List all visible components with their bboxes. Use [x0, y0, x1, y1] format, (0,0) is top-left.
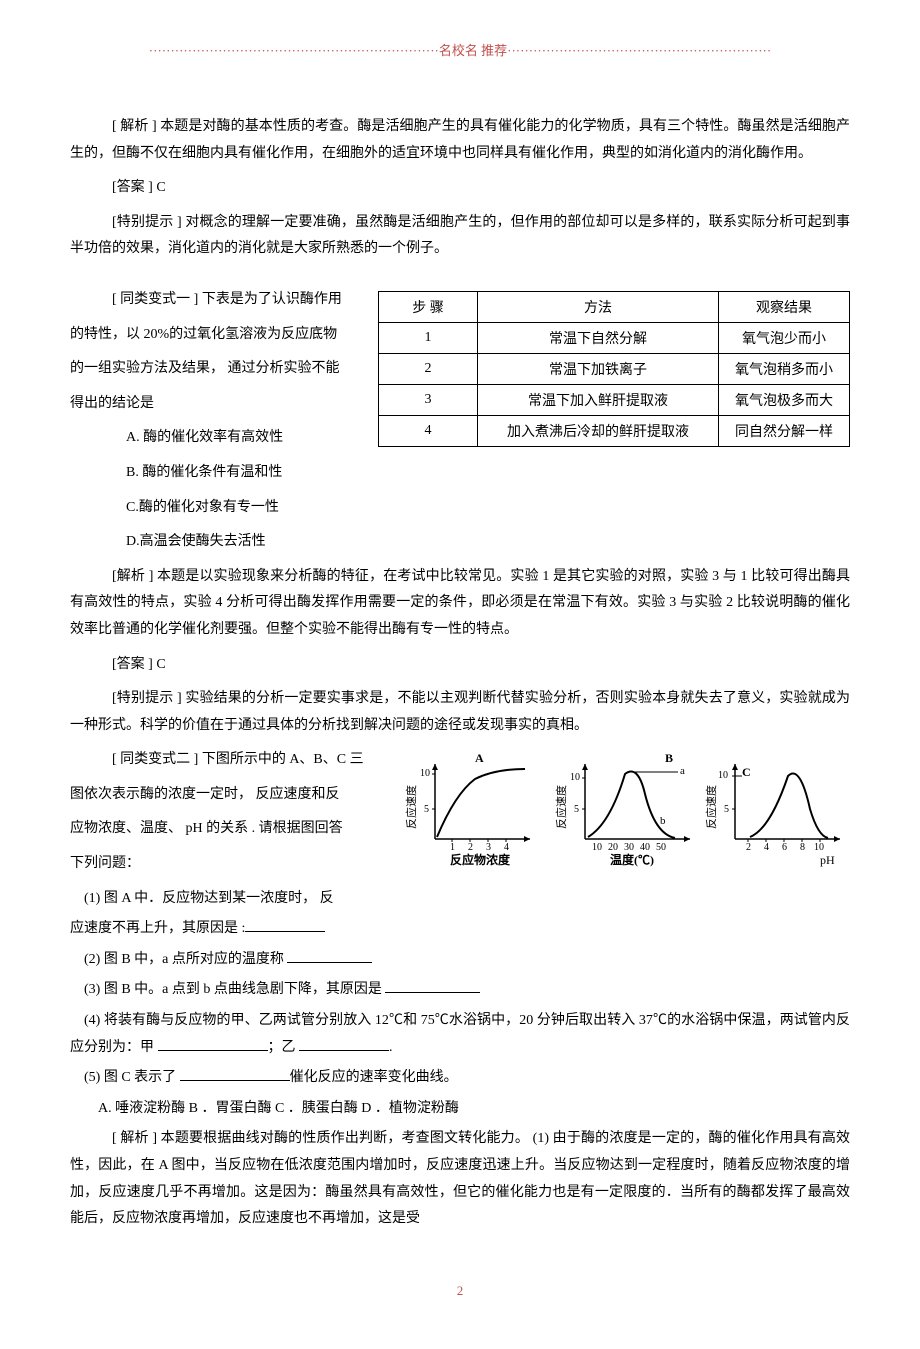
charts-panel: 反应速度 10 5 1 2 3 4 A 反应物浓度 [400, 749, 850, 874]
svg-text:4: 4 [764, 842, 769, 853]
option-b: B. 酶的催化条件有温和性 [70, 460, 850, 487]
svg-text:4: 4 [504, 842, 509, 853]
page-number: 2 [70, 1283, 850, 1299]
header-label: 名校名 推荐 [439, 43, 507, 58]
chart-b-xlabel: 温度(℃) [610, 852, 654, 867]
svg-text:50: 50 [656, 842, 666, 853]
option-c: C.酶的催化对象有专一性 [70, 495, 850, 522]
header-dots-left: ········································… [149, 43, 439, 58]
experiment-table: 步 骤 方法 观察结果 1 常温下自然分解 氧气泡少而小 2 常温下加铁离子 氧… [378, 291, 850, 447]
analysis-1: [ 解析 ] 本题是对酶的基本性质的考查。酶是活细胞产生的具有催化能力的化学物质… [70, 114, 850, 167]
table-row: 3 常温下加入鲜肝提取液 氧气泡极多而大 [379, 384, 850, 415]
svg-text:30: 30 [624, 842, 634, 853]
tip-2: [特别提示 ] 实验结果的分析一定要实事求是，不能以主观判断代替实验分析，否则实… [70, 686, 850, 739]
svg-text:10: 10 [570, 772, 580, 783]
table-row: 2 常温下加铁离子 氧气泡稍多而小 [379, 353, 850, 384]
q5: (5) 图 C 表示了 催化反应的速率变化曲线。 [70, 1065, 850, 1092]
analysis-2: [解析 ] 本题是以实验现象来分析酶的特征，在考试中比较常见。实验 1 是其它实… [70, 564, 850, 644]
table-row: 4 加入煮沸后冷却的鲜肝提取液 同自然分解一样 [379, 415, 850, 446]
q4: (4) 将装有酶与反应物的甲、乙两试管分别放入 12℃和 75℃水浴锅中，20 … [70, 1008, 850, 1061]
svg-text:3: 3 [486, 842, 491, 853]
svg-text:10: 10 [420, 768, 430, 779]
q3: (3) 图 B 中。a 点到 b 点曲线急剧下降，其原因是 [70, 977, 850, 1004]
svg-text:5: 5 [724, 804, 729, 815]
blank-q2 [287, 948, 372, 963]
analysis-3: [ 解析 ] 本题要根据曲线对酶的性质作出判断，考查图文转化能力。 (1) 由于… [70, 1126, 850, 1232]
table-row: 1 常温下自然分解 氧气泡少而小 [379, 322, 850, 353]
svg-text:2: 2 [746, 842, 751, 853]
charts-svg: 反应速度 10 5 1 2 3 4 A 反应物浓度 [400, 749, 850, 869]
svg-text:6: 6 [782, 842, 787, 853]
svg-text:2: 2 [468, 842, 473, 853]
svg-text:20: 20 [608, 842, 618, 853]
chart-a-xlabel: 反应物浓度 [450, 852, 511, 867]
th-step: 步 骤 [379, 291, 478, 322]
q1-line2: 应速度不再上升，其原因是 : [70, 916, 850, 943]
answer-1: [答案 ] C [70, 175, 850, 202]
blank-q1 [245, 917, 325, 932]
q2: (2) 图 B 中，a 点所对应的温度称 [70, 947, 850, 974]
option-d: D.高温会使酶失去活性 [70, 529, 850, 556]
svg-text:5: 5 [574, 804, 579, 815]
chart-a-ylabel: 反应速度 [404, 785, 418, 829]
chart-c-xlabel: pH [820, 853, 835, 867]
chart-b-ylabel: 反应速度 [554, 785, 568, 829]
th-method: 方法 [478, 291, 719, 322]
blank-q4a [158, 1036, 268, 1051]
th-result: 观察结果 [719, 291, 850, 322]
chart-b: 反应速度 10 5 10 20 30 40 50 B a b 温度(℃) [554, 751, 690, 867]
blank-q3 [385, 978, 480, 993]
svg-text:10: 10 [814, 842, 824, 853]
answer-2: [答案 ] C [70, 652, 850, 679]
tip-1: [特别提示 ] 对概念的理解一定要准确，虽然酶是活细胞产生的，但作用的部位却可以… [70, 210, 850, 263]
chart-b-title: B [665, 751, 673, 765]
header-decor: ········································… [70, 40, 850, 59]
svg-text:5: 5 [424, 804, 429, 815]
chart-c-title: C [742, 765, 751, 779]
chart-a: 反应速度 10 5 1 2 3 4 A 反应物浓度 [404, 751, 530, 867]
chart-b-b-label: b [660, 815, 666, 827]
chart-b-a-label: a [680, 765, 685, 777]
q1-line1: (1) 图 A 中．反应物达到某一浓度时， 反 [70, 886, 850, 913]
chart-c: 反应速度 10 5 2 4 6 8 10 C pH [704, 764, 840, 867]
chart-c-ylabel: 反应速度 [704, 785, 718, 829]
svg-text:10: 10 [592, 842, 602, 853]
svg-text:40: 40 [640, 842, 650, 853]
chart-a-title: A [475, 751, 484, 765]
blank-q4b [299, 1036, 389, 1051]
svg-text:1: 1 [450, 842, 455, 853]
blank-q5 [180, 1066, 290, 1081]
svg-text:8: 8 [800, 842, 805, 853]
svg-text:10: 10 [718, 770, 728, 781]
header-dots-right: ········································… [507, 43, 771, 58]
q5-options: A. 唾液淀粉酶 B ．胃蛋白酶 C ．胰蛋白酶 D ．植物淀粉酶 [70, 1096, 850, 1123]
